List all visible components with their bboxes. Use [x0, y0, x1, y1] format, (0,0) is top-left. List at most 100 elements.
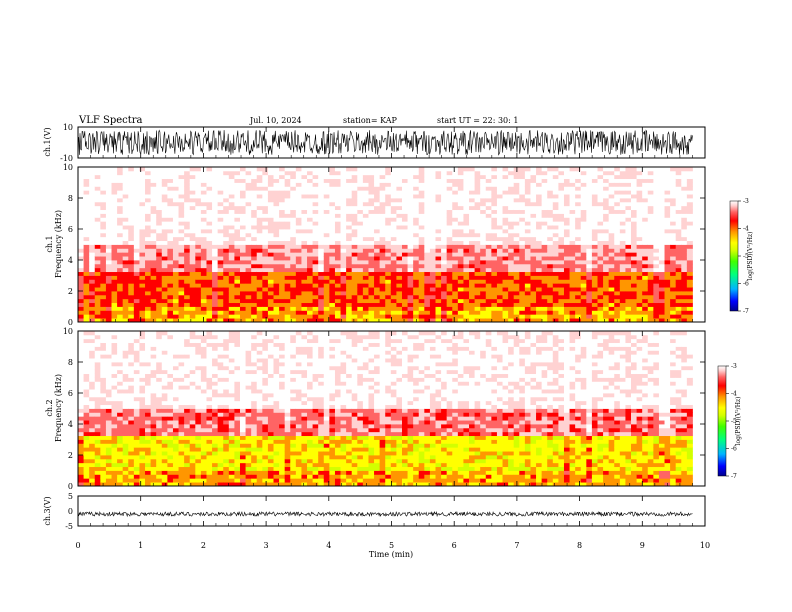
ch1-spectrogram-cell	[251, 240, 258, 245]
ch1-spectrogram-cell	[603, 174, 610, 180]
ch1-spectrogram-cell	[446, 198, 453, 203]
ch1-spectrogram-cell	[251, 267, 258, 273]
ch1-spectrogram-cell	[480, 256, 487, 261]
ch1-spectrogram-cell	[385, 170, 392, 176]
ch1-spectrogram-cell	[184, 310, 191, 315]
ch1-spectrogram-cell	[508, 229, 515, 234]
ch1-spectrogram-cell	[530, 229, 537, 234]
ch1-spectrogram-cell	[653, 167, 660, 172]
ch1-spectrogram-cell	[117, 182, 124, 187]
ch1-spectrogram-cell	[597, 267, 604, 273]
ch2-spectrogram-cell	[145, 350, 152, 355]
ch2-spectrogram-cell	[100, 462, 107, 468]
ch1-spectrogram-cell	[586, 318, 593, 323]
ch1-spectrogram-cell	[279, 306, 286, 311]
ch1-spectrogram-cell	[195, 209, 202, 214]
ch1-spectrogram-cell	[424, 275, 431, 280]
ch1-spectrogram-cell	[340, 244, 347, 249]
ch1-spectrogram-cell	[346, 198, 353, 203]
ch1-spectrogram-cell	[407, 267, 414, 273]
ch1-spectrogram-cell	[441, 229, 448, 234]
ch1-spectrogram-cell	[334, 318, 341, 323]
ch1-spectrogram-cell	[178, 209, 185, 214]
ch2-spectrogram-cell	[89, 427, 96, 433]
ch1-spectrogram-cell	[647, 263, 654, 269]
ch1-spectrogram-cell	[541, 174, 548, 180]
ch1-spectrogram-cell	[273, 252, 280, 257]
ch1-spectrogram-cell	[329, 283, 336, 288]
ch1-spectrogram-cell	[519, 252, 526, 257]
ch2-spectrogram-cell	[111, 342, 118, 347]
ch1-spectrogram-cell	[156, 291, 163, 296]
ch1-spectrogram-cell	[312, 225, 319, 230]
ch1-spectrogram-cell	[558, 314, 565, 319]
ch1-spectrogram-cell	[340, 190, 347, 195]
ch1-spectrogram-cell	[496, 190, 503, 195]
ch1-spectrogram-cell	[323, 198, 330, 203]
ch1-spectrogram-cell	[658, 236, 665, 242]
ch1-spectrogram-cell	[407, 283, 414, 288]
ch2-spectrogram-cell	[150, 369, 157, 375]
ch1-spectrogram-cell	[290, 283, 297, 288]
ch1-spectrogram-cell	[145, 291, 152, 296]
ch1-spectrogram-cell	[502, 170, 509, 176]
ch1-spectrogram-cell	[139, 271, 146, 276]
ch1-spectrogram-cell	[429, 209, 436, 214]
ch2-spectrogram-cell	[122, 420, 129, 425]
ch1-spectrogram-cell	[664, 217, 671, 222]
ch1-spectrogram-cell	[100, 240, 107, 245]
ch1-spectrogram-cell	[636, 225, 643, 230]
ch1-spectrogram-cell	[273, 318, 280, 323]
ch1-spectrogram-cell	[195, 306, 202, 311]
ch1-spectrogram-cell	[496, 194, 503, 199]
ch1-spectrogram-cell	[597, 240, 604, 245]
ch1-spectrogram-cell	[200, 170, 207, 176]
ch2-spectrogram-cell	[117, 474, 124, 479]
ch1-spectrogram-cell	[195, 260, 202, 265]
ch1-spectrogram-cell	[145, 213, 152, 218]
ch1-spectrogram-cell	[262, 263, 269, 269]
ch2-spectrogram-cell	[128, 455, 135, 460]
ch1-spectrogram-cell	[597, 275, 604, 280]
ch1-spectrogram-cell	[323, 248, 330, 253]
ch1-spectrogram-cell	[536, 298, 543, 304]
ch2-spectrogram-cell	[89, 478, 96, 483]
ch1-spectrogram-cell	[279, 263, 286, 269]
ch1-spectrogram-cell	[189, 283, 196, 288]
ch1-spectrogram-cell	[413, 256, 420, 261]
ch1-spectrogram-cell	[206, 178, 213, 183]
ch1-spectrogram-cell	[239, 275, 246, 280]
ch2-spectrogram-cell	[78, 396, 84, 402]
ch2-spectrogram-cell	[145, 474, 152, 479]
ch1-spectrogram-cell	[519, 267, 526, 273]
ch1-spectrogram-cell	[379, 225, 386, 230]
ch1-spectrogram-cell	[223, 298, 230, 304]
ch2-spectrogram-cell	[117, 451, 124, 456]
ch1-spectrogram-cell	[228, 167, 235, 172]
ch1-spectrogram-cell	[206, 298, 213, 304]
ch1-spectrogram-cell	[133, 182, 140, 187]
ch1-spectrogram-cell	[256, 186, 263, 191]
ch2-spectrogram-cell	[89, 362, 96, 367]
ch1-spectrogram-cell	[245, 225, 252, 230]
ch1-spectrogram-cell	[591, 236, 598, 242]
ch1-spectrogram-cell	[379, 310, 386, 315]
ch1-spectrogram-cell	[184, 287, 191, 292]
ch1-spectrogram-cell	[290, 252, 297, 257]
ch1-spectrogram-cell	[234, 205, 241, 211]
ch1-spectrogram-cell	[586, 271, 593, 276]
ch1-spectrogram-cell	[424, 174, 431, 180]
ch1-spectrogram-cell	[536, 213, 543, 218]
ch1-spectrogram-cell	[658, 275, 665, 280]
ch1-spectrogram-cell	[485, 232, 492, 238]
ch1-spectrogram-cell	[469, 198, 476, 203]
ch1-spectrogram-cell	[323, 229, 330, 234]
ch1-spectrogram-cell	[429, 217, 436, 222]
ch1-spectrogram-cell	[474, 302, 481, 307]
ch1-spectrogram-cell	[357, 291, 364, 296]
ch2-spectrogram-cell	[100, 369, 107, 375]
ch1-spectrogram-cell	[625, 314, 632, 319]
ch1-spectrogram-cell	[234, 256, 241, 261]
ch1-spectrogram-cell	[139, 314, 146, 319]
ch1-spectrogram-cell	[552, 283, 559, 288]
